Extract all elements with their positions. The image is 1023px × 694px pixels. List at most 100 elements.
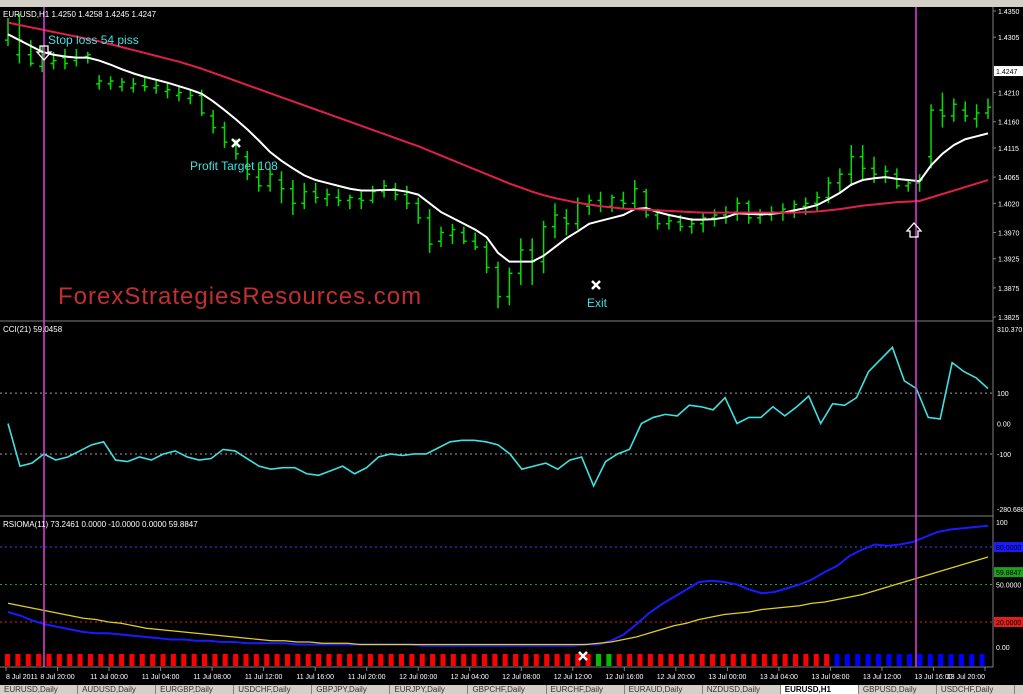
cci-tick-label: 310.370 xyxy=(997,327,1022,334)
rsioma-histogram-bar xyxy=(481,654,487,666)
chart-tab[interactable]: GBPCHF,Daily xyxy=(468,685,547,694)
axes: 1.4350 1.4305 1.4247 1.4210 1.4160 1.4115 1.40… xyxy=(5,9,1023,681)
rsioma-histogram-bar xyxy=(409,654,415,666)
rsioma-histogram-bar xyxy=(367,654,373,666)
exit-label: Exit xyxy=(587,296,608,310)
rsioma-histogram-bar xyxy=(284,654,290,666)
price-bar xyxy=(312,182,319,204)
time-tick-label: 13 Jul 04:00 xyxy=(760,674,798,681)
rsioma-histogram-bar xyxy=(15,654,21,666)
price-bar xyxy=(506,267,513,306)
price-bar xyxy=(141,78,148,92)
rsioma-histogram-bar xyxy=(77,654,83,666)
rsioma-histogram-bar xyxy=(274,654,280,666)
time-tick-label: 11 Jul 08:00 xyxy=(193,674,231,681)
rsioma-histogram-bar xyxy=(378,654,384,666)
price-bar xyxy=(278,171,285,204)
chart-tab[interactable]: USDCHF,Daily xyxy=(234,685,313,694)
chart-tab[interactable]: EURGBP,Daily xyxy=(156,685,235,694)
rsioma-histogram-bar xyxy=(824,654,830,666)
chart-tab[interactable]: NZDUSD,Daily xyxy=(703,685,781,694)
price-bar xyxy=(358,191,365,210)
chart-tab[interactable]: EURAUD,Daily xyxy=(625,685,703,694)
rsioma-panel[interactable] xyxy=(0,524,993,666)
rsioma-level-box xyxy=(994,617,1023,627)
price-bar xyxy=(631,180,638,210)
price-bar xyxy=(438,226,445,248)
price-bar xyxy=(848,145,855,186)
rsioma-histogram-bar xyxy=(544,654,550,666)
time-tick-label: 12 Jul 08:00 xyxy=(502,674,540,681)
rsioma-histogram-bar xyxy=(751,654,757,666)
current-price-label: 1.4247 xyxy=(996,69,1018,76)
price-bar xyxy=(950,98,957,122)
chart-tab[interactable]: GBPUSD,Daily xyxy=(859,685,937,694)
rsioma-histogram-bar xyxy=(440,654,446,666)
rsioma-histogram-bar xyxy=(606,654,612,666)
price-bar xyxy=(301,182,308,210)
price-bar xyxy=(985,98,991,119)
rsioma-histogram-bar xyxy=(616,654,622,666)
chart-tab[interactable]: GBPJPY,Daily xyxy=(312,685,391,694)
cci-title: CCI(21) 59.0458 xyxy=(3,325,63,334)
price-bar xyxy=(221,121,228,148)
rsioma-tick-label: 0.00 xyxy=(996,645,1010,652)
rsioma-histogram-bar xyxy=(513,654,519,666)
price-bar xyxy=(210,110,217,134)
price-tick-label: 1.4210 xyxy=(998,91,1020,98)
price-bar xyxy=(403,185,410,210)
price-tick-label: 1.4065 xyxy=(998,175,1020,182)
rsioma-histogram-bar xyxy=(710,654,716,666)
rsioma-histogram-bar xyxy=(316,654,322,666)
price-bar xyxy=(665,215,672,230)
rsioma-histogram-bar xyxy=(875,654,881,666)
rsioma-histogram-bar xyxy=(969,654,975,666)
chart-tab[interactable]: EURJPY,Daily xyxy=(390,685,469,694)
rsioma-histogram-bar xyxy=(305,654,311,666)
rsioma-histogram-bar xyxy=(502,654,508,666)
price-bar xyxy=(164,82,171,99)
price-bar xyxy=(27,40,34,67)
rsioma-histogram-bar xyxy=(938,654,944,666)
rsioma-main-line xyxy=(7,524,989,647)
rsioma-histogram-bar xyxy=(36,654,42,666)
chart-tab[interactable]: AUDUSD,Daily xyxy=(78,685,157,694)
rsioma-histogram-bar xyxy=(803,654,809,666)
time-tick-label: 11 Jul 00:00 xyxy=(90,674,128,681)
chart-tab[interactable]: EURUSD,H1 xyxy=(780,685,859,694)
rsioma-histogram-bar xyxy=(668,654,674,666)
price-bar xyxy=(369,185,376,204)
time-tick-label: 8 Jul 20:00 xyxy=(40,674,74,681)
price-bar xyxy=(255,162,262,192)
price-bar xyxy=(962,101,969,122)
time-tick-label: 11 Jul 16:00 xyxy=(296,674,334,681)
price-bar xyxy=(483,241,490,274)
price-bar xyxy=(460,226,467,245)
chart-window[interactable]: 1.4350 1.4305 1.4247 1.4210 1.4160 1.4115 1.40… xyxy=(0,7,1023,685)
rsioma-histogram-bar xyxy=(139,654,145,666)
price-bar xyxy=(973,104,980,128)
chart-tab[interactable]: EURCHF,Daily xyxy=(547,685,625,694)
price-bar xyxy=(107,76,114,90)
price-panel[interactable] xyxy=(5,13,991,309)
time-tick-label: 8 Jul 2011 xyxy=(6,674,38,681)
chart-tab[interactable]: EURUSD,Daily xyxy=(0,685,79,694)
price-bar xyxy=(734,197,741,221)
rsioma-histogram-bar xyxy=(450,654,456,666)
time-tick-label: 13 Jul 20:00 xyxy=(947,674,985,681)
rsioma-histogram-bar xyxy=(347,654,353,666)
cci-tick-label: -100 xyxy=(997,452,1011,459)
rsioma-histogram-bar xyxy=(492,654,498,666)
rsioma-histogram-bar xyxy=(637,654,643,666)
price-bar xyxy=(426,209,433,253)
chart-tab[interactable]: USDCHF,Daily xyxy=(937,685,1015,694)
chart-canvas[interactable]: 1.4350 1.4305 1.4247 1.4210 1.4160 1.4115 1.40… xyxy=(0,7,1023,685)
cci-panel[interactable] xyxy=(0,345,993,488)
price-bar xyxy=(722,206,729,224)
rsioma-histogram-bar xyxy=(958,654,964,666)
price-bar xyxy=(381,180,388,198)
price-bar xyxy=(130,78,137,93)
rsioma-signal-line xyxy=(7,556,989,646)
rsioma-histogram-bar xyxy=(813,654,819,666)
slow-ma-line xyxy=(7,21,989,214)
